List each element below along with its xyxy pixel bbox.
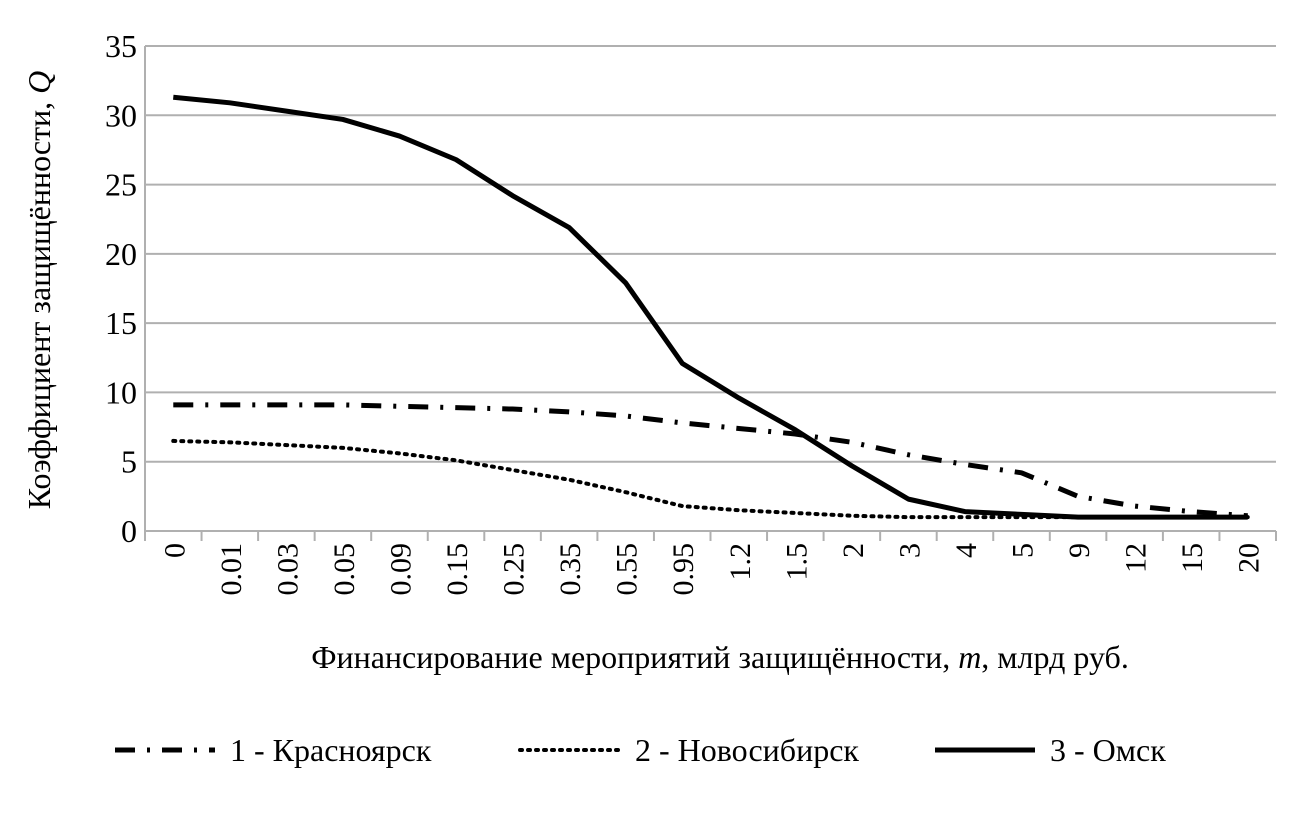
x-tick-label: 0.25 — [498, 543, 531, 596]
legend-label: 1 - Красноярск — [230, 732, 432, 768]
x-axis-label: Финансирование мероприятий защищённости,… — [311, 639, 1129, 675]
y-tick-label: 35 — [105, 28, 137, 64]
x-tick-label: 0 — [158, 543, 191, 558]
legend: 1 - Красноярск 2 - Новосибирск 3 - Омск — [115, 732, 1166, 768]
y-axis-label: Коэффициент защищённости, Q — [21, 71, 57, 510]
x-tick-label: 5 — [1007, 543, 1040, 558]
x-tick-label: 20 — [1233, 543, 1266, 573]
x-tick-label: 0.05 — [328, 543, 361, 596]
x-tick-label: 0.55 — [611, 543, 644, 596]
x-tick-label: 0.01 — [215, 543, 248, 596]
x-tick-label: 15 — [1176, 543, 1209, 573]
x-tick-label: 0.15 — [441, 543, 474, 596]
x-tick-label: 2 — [837, 543, 870, 558]
y-tick-label: 0 — [121, 513, 137, 549]
x-tick-label: 9 — [1063, 543, 1096, 558]
x-tick-label: 0.09 — [384, 543, 417, 596]
x-tick-label: 1.5 — [780, 543, 813, 581]
series-line-1 — [173, 402, 1248, 519]
x-tick-label: 0.03 — [271, 543, 304, 596]
y-tick-label: 5 — [121, 444, 137, 480]
x-tick-label: 0.35 — [554, 543, 587, 596]
y-tick-label: 10 — [105, 374, 137, 410]
legend-label: 3 - Омск — [1050, 732, 1166, 768]
x-tick-label: 3 — [893, 543, 926, 558]
series-line-2 — [171, 438, 1250, 520]
x-tick-label: 12 — [1120, 543, 1153, 573]
series-line-3 — [173, 94, 1248, 520]
x-tick-label: 0.95 — [667, 543, 700, 596]
y-tick-label: 20 — [105, 236, 137, 272]
y-tick-label: 25 — [105, 167, 137, 203]
x-tick-label: 4 — [950, 543, 983, 558]
x-tick-label: 1.2 — [724, 543, 757, 581]
y-tick-label: 15 — [105, 305, 137, 341]
legend-label: 2 - Новосибирск — [635, 732, 859, 768]
y-tick-label: 30 — [105, 97, 137, 133]
